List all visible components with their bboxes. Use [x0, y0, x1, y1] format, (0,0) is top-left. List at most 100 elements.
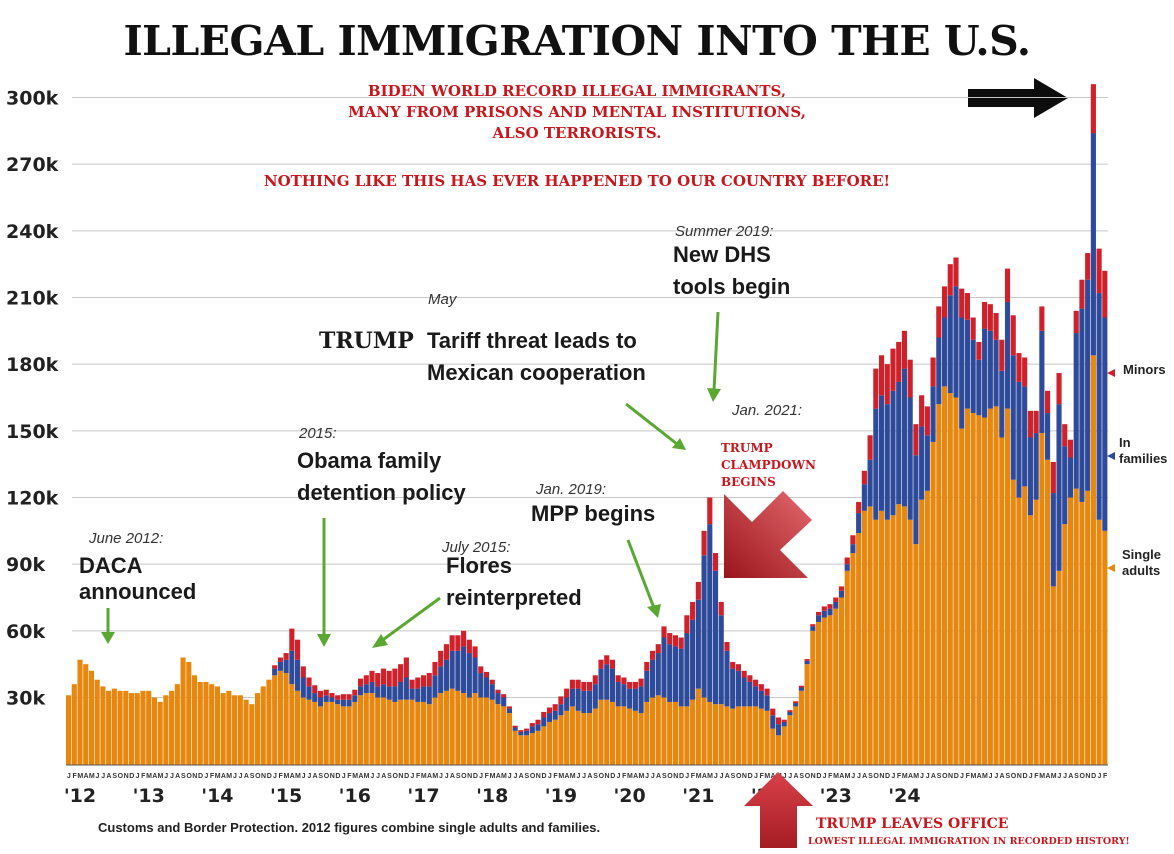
month-letter: N	[742, 773, 747, 780]
bar-in-families	[632, 688, 638, 711]
month-letter: A	[358, 773, 363, 780]
bar-in-families	[741, 677, 747, 707]
bar-single-adults	[787, 715, 793, 765]
bar-minors	[873, 368, 879, 409]
bar-in-families	[518, 731, 524, 736]
month-letter: N	[261, 773, 266, 780]
bar-minors	[426, 673, 432, 687]
month-letter: J	[439, 773, 443, 780]
bar-single-adults	[1045, 459, 1051, 765]
bar-minors	[1050, 461, 1056, 494]
bar-minors	[432, 661, 438, 676]
chart-title: ILLEGAL IMMIGRATION INTO THE U.S.	[123, 17, 1030, 65]
bar-minors	[982, 301, 988, 329]
bar-single-adults	[220, 693, 226, 765]
bar-single-adults	[249, 704, 255, 765]
bar-in-families	[398, 681, 404, 700]
bar-single-adults	[443, 690, 449, 765]
month-letter: A	[519, 773, 524, 780]
bar-single-adults	[546, 721, 553, 765]
bar-in-families	[993, 339, 999, 407]
bar-single-adults	[999, 437, 1005, 765]
month-letter: J	[508, 773, 512, 780]
bar-minors	[443, 644, 449, 660]
bar-in-families	[483, 677, 490, 698]
bar-in-families	[581, 690, 587, 714]
bar-single-adults	[300, 697, 306, 765]
bar-single-adults	[867, 506, 873, 765]
green-arrow-obama	[317, 518, 331, 647]
bar-minors	[455, 635, 461, 651]
month-letter: J	[1097, 773, 1101, 780]
month-letter: J	[410, 773, 414, 780]
bar-in-families	[1062, 446, 1068, 525]
bar-minors	[712, 553, 719, 571]
month-letter: F	[622, 773, 627, 780]
bar-single-adults	[466, 697, 472, 765]
month-letter: O	[324, 773, 330, 780]
month-letter: A	[106, 773, 111, 780]
bar-single-adults	[655, 695, 661, 765]
bar-single-adults	[1073, 488, 1079, 765]
legend-families-marker	[1107, 452, 1115, 460]
bar-minors	[856, 501, 862, 514]
bar-single-adults	[581, 713, 587, 765]
month-letter: M	[421, 773, 427, 780]
bar-in-families	[890, 390, 896, 516]
bar-minors	[827, 604, 833, 609]
month-letter: A	[771, 773, 776, 780]
month-letter: O	[118, 773, 124, 780]
month-letter: N	[536, 773, 541, 780]
month-letter: M	[971, 773, 977, 780]
month-letter: M	[226, 773, 232, 780]
month-letter: M	[490, 773, 496, 780]
bar-in-families	[609, 668, 616, 702]
month-letter: J	[823, 773, 827, 780]
bar-in-families	[649, 659, 656, 698]
bar-single-adults	[214, 686, 220, 765]
bar-minors	[913, 424, 919, 456]
bar-single-adults	[426, 704, 432, 765]
bar-minors	[512, 725, 518, 728]
bar-in-families	[690, 619, 696, 700]
bar-in-families	[1039, 330, 1045, 434]
bar-minors	[941, 286, 948, 318]
bar-in-families	[793, 703, 799, 707]
bar-in-families	[764, 695, 770, 711]
bar-minors	[810, 624, 816, 627]
bar-in-families	[569, 688, 575, 707]
bar-single-adults	[1102, 530, 1108, 765]
bar-in-families	[1056, 404, 1062, 571]
bar-in-families	[1022, 386, 1028, 487]
bar-minors	[546, 707, 553, 714]
bar-single-adults	[793, 706, 799, 765]
bar-in-families	[369, 681, 375, 694]
bar-in-families	[289, 650, 295, 685]
bar-minors	[529, 723, 535, 727]
bar-in-families	[472, 657, 478, 694]
bar-single-adults	[380, 697, 387, 765]
bar-minors	[878, 355, 885, 396]
bar-in-families	[821, 610, 827, 618]
headline-line-3: ALSO TERRORISTS.	[492, 124, 662, 142]
y-tick-label: 120k	[6, 488, 59, 510]
month-letter: J	[926, 773, 930, 780]
bar-single-adults	[306, 699, 312, 765]
bar-single-adults	[535, 730, 541, 765]
bar-single-adults	[409, 699, 415, 765]
bar-minors	[758, 684, 764, 691]
bar-minors	[403, 657, 409, 678]
month-letter: J	[204, 773, 208, 780]
bar-in-families	[592, 684, 598, 709]
bar-in-families	[524, 730, 530, 736]
y-axis-ticks: 30k 60k 90k 120k 150k 180k 210k 240k 270k 300k	[6, 88, 59, 710]
bar-in-families	[878, 395, 885, 511]
legend-minors: Minors	[1123, 362, 1166, 377]
bar-single-adults	[128, 693, 135, 765]
bar-minors	[352, 689, 358, 696]
month-letter: J	[1029, 773, 1033, 780]
month-letter: F	[897, 773, 902, 780]
bar-minors	[277, 657, 283, 662]
month-letter: D	[542, 773, 547, 780]
bar-in-families	[947, 295, 953, 394]
